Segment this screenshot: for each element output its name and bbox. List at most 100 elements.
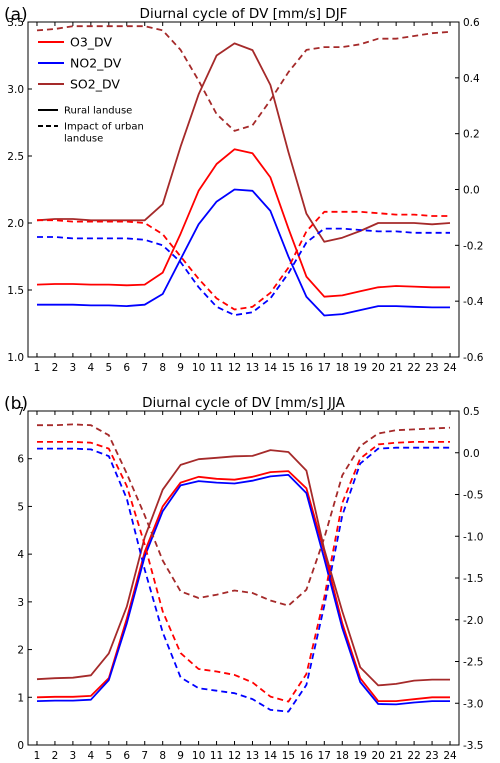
legend: O3_DV NO2_DV SO2_DV Rural landuse Impact of … <box>38 35 144 145</box>
chart-panel-a: Diurnal cycle of DV [mm/s] DJF(a)1 2 3 4 5 6 7… <box>4 5 484 374</box>
legend-label: SO2_DV <box>70 77 120 92</box>
y-tick-label: 1 <box>17 692 24 704</box>
x-tick-label: 21 <box>389 750 402 762</box>
x-tick-label: 6 <box>123 362 130 374</box>
x-tick-label: 14 <box>264 750 278 762</box>
x-tick-label: 4 <box>88 362 95 374</box>
x-tick-label: 15 <box>282 362 295 374</box>
x-tick-label: 15 <box>282 750 295 762</box>
x-tick-label: 20 <box>372 750 385 762</box>
x-tick-label: 22 <box>407 750 420 762</box>
y2-tick-label: -0.5 <box>463 490 484 502</box>
y2-tick-label: 0.2 <box>463 129 480 141</box>
x-tick-label: 20 <box>372 362 385 374</box>
y-tick-label: 2 <box>17 645 24 657</box>
y-tick-label: 3 <box>17 597 24 609</box>
x-tick-label: 5 <box>105 362 112 374</box>
x-tick-label: 8 <box>159 362 166 374</box>
x-tick-label: 23 <box>425 750 438 762</box>
series-line-urban-so2-dv <box>37 423 451 607</box>
x-tick-label: 10 <box>192 362 205 374</box>
x-tick-label: 24 <box>443 362 457 374</box>
x-tick-label: 11 <box>210 362 223 374</box>
x-tick-label: 7 <box>141 362 148 374</box>
y-tick-label: 6 <box>17 454 24 466</box>
x-tick-label: 19 <box>354 362 367 374</box>
y-tick-label: 3.0 <box>7 84 24 96</box>
series-line-rural-no2-dv <box>36 473 450 706</box>
series-line-rural-o3-dv <box>36 148 450 298</box>
x-tick-label: 19 <box>354 750 367 762</box>
series-line-urban-o3-dv <box>37 210 450 311</box>
y-tick-label: 7 <box>17 406 24 418</box>
x-tick-label: 21 <box>389 362 402 374</box>
legend-style-label: Rural landuse <box>64 106 132 117</box>
y2-tick-label: -2.5 <box>463 657 484 669</box>
x-tick-label: 18 <box>336 750 349 762</box>
series-line-rural-so2-dv <box>36 42 451 243</box>
series-line-urban-no2-dv <box>37 227 450 317</box>
x-tick-label: 12 <box>228 362 241 374</box>
y2-tick-label: -0.4 <box>463 296 484 308</box>
chart-title: Diurnal cycle of DV [mm/s] JJA <box>142 395 345 411</box>
x-tick-label: 17 <box>318 362 331 374</box>
x-tick-label: 3 <box>70 750 77 762</box>
legend-label: O3_DV <box>70 35 112 50</box>
x-tick-label: 2 <box>52 362 59 374</box>
x-tick-label: 9 <box>177 750 184 762</box>
y2-tick-label: -1.0 <box>463 531 484 543</box>
y-tick-label: 1.0 <box>7 352 24 364</box>
panel-label: (a) <box>4 5 28 25</box>
x-tick-label: 10 <box>192 750 205 762</box>
x-tick-label: 6 <box>123 750 130 762</box>
x-tick-label: 1 <box>34 750 41 762</box>
x-tick-label: 3 <box>70 362 77 374</box>
y2-tick-label: 0.4 <box>463 73 480 85</box>
x-tick-label: 2 <box>52 750 59 762</box>
y-tick-label: 4 <box>17 549 24 561</box>
x-tick-label: 1 <box>34 362 41 374</box>
x-tick-label: 4 <box>88 750 95 762</box>
y-tick-label: 1.5 <box>7 285 24 297</box>
y2-tick-label: -3.5 <box>463 740 484 752</box>
x-tick-label: 12 <box>228 750 241 762</box>
y2-tick-label: 0.5 <box>463 406 480 418</box>
x-tick-label: 24 <box>443 750 457 762</box>
panel-label: (b) <box>4 394 28 414</box>
x-tick-label: 22 <box>407 362 420 374</box>
y2-tick-label: 0.6 <box>463 17 480 29</box>
series-line-urban-o3-dv <box>37 440 450 703</box>
y2-tick-label: -1.5 <box>463 573 484 585</box>
x-tick-label: 16 <box>300 750 314 762</box>
x-tick-label: 17 <box>318 750 331 762</box>
y-tick-label: 2.0 <box>7 218 24 230</box>
y2-tick-label: -0.6 <box>463 352 484 364</box>
x-tick-label: 13 <box>246 750 259 762</box>
x-tick-label: 18 <box>336 362 349 374</box>
x-tick-label: 5 <box>105 750 112 762</box>
x-tick-label: 8 <box>159 750 166 762</box>
x-tick-label: 9 <box>177 362 184 374</box>
legend-style-label-dashed: Impact of urban landuse <box>64 122 144 145</box>
y2-tick-label: 0.0 <box>463 185 480 197</box>
legend-label: NO2_DV <box>70 56 122 71</box>
y-tick-label: 3.5 <box>7 17 24 29</box>
y-tick-label: 5 <box>17 501 24 513</box>
x-tick-label: 13 <box>246 362 259 374</box>
series-line-urban-no2-dv <box>37 446 450 713</box>
x-tick-label: 14 <box>264 362 278 374</box>
chart-panel-b: Diurnal cycle of DV [mm/s] JJA(b)1 2 3 4 5 6 7… <box>4 394 484 762</box>
y-tick-label: 0 <box>17 740 24 752</box>
chart-title: Diurnal cycle of DV [mm/s] DJF <box>140 6 348 22</box>
y2-tick-label: 0.0 <box>463 448 480 460</box>
x-tick-label: 16 <box>300 362 314 374</box>
y2-tick-label: -0.2 <box>463 240 484 252</box>
series-line-rural-no2-dv <box>37 188 450 317</box>
x-tick-label: 7 <box>141 750 148 762</box>
y2-tick-label: -2.0 <box>463 615 484 627</box>
x-tick-label: 11 <box>210 750 223 762</box>
y-tick-label: 2.5 <box>7 151 24 163</box>
y2-tick-label: -3.0 <box>463 698 484 710</box>
series-line-rural-so2-dv <box>36 449 450 687</box>
